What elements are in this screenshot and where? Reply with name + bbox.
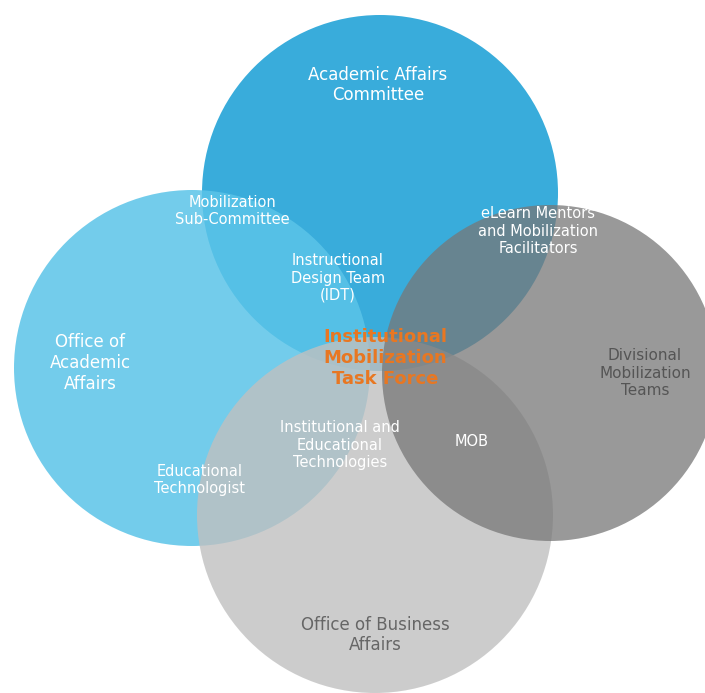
Text: MOB: MOB [455,434,489,448]
Circle shape [14,190,370,546]
Text: Academic Affairs
Committee: Academic Affairs Committee [308,66,448,105]
Text: Office of Business
Affairs: Office of Business Affairs [300,615,449,654]
Text: eLearn Mentors
and Mobilization
Facilitators: eLearn Mentors and Mobilization Facilita… [478,206,598,256]
Circle shape [202,15,558,371]
Text: Instructional
Design Team
(IDT): Instructional Design Team (IDT) [291,253,385,303]
Text: Mobilization
Sub-Committee: Mobilization Sub-Committee [175,195,289,227]
Text: Divisional
Mobilization
Teams: Divisional Mobilization Teams [599,348,691,398]
Text: Institutional and
Educational
Technologies: Institutional and Educational Technologi… [280,420,400,470]
Text: Educational
Technologist: Educational Technologist [154,464,245,496]
Circle shape [197,337,553,693]
Text: Institutional
Mobilization
Task Force: Institutional Mobilization Task Force [323,328,447,388]
Circle shape [382,205,705,541]
Text: Office of
Academic
Affairs: Office of Academic Affairs [49,333,130,393]
